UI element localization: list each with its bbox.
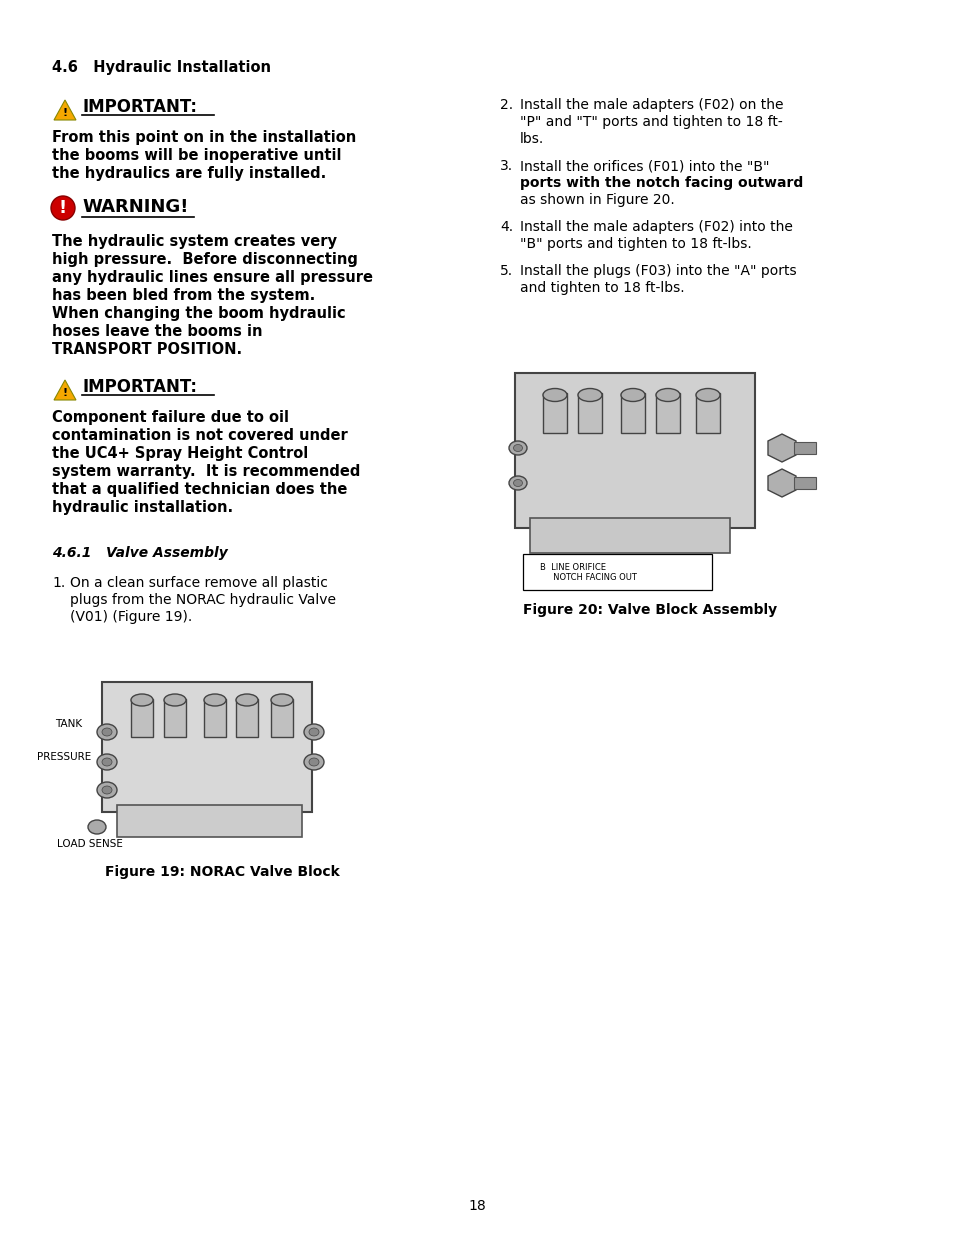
FancyBboxPatch shape xyxy=(696,393,720,433)
Ellipse shape xyxy=(271,694,293,706)
FancyBboxPatch shape xyxy=(620,393,644,433)
Ellipse shape xyxy=(204,694,226,706)
Text: Figure 20: Valve Block Assembly: Figure 20: Valve Block Assembly xyxy=(522,603,777,618)
Ellipse shape xyxy=(509,475,526,490)
Polygon shape xyxy=(767,433,795,462)
Text: TRANSPORT POSITION.: TRANSPORT POSITION. xyxy=(52,342,242,357)
Polygon shape xyxy=(54,380,76,400)
FancyBboxPatch shape xyxy=(131,699,152,737)
Text: Install the male adapters (F02) into the: Install the male adapters (F02) into the xyxy=(519,220,792,233)
Ellipse shape xyxy=(88,820,106,834)
Text: WARNING!: WARNING! xyxy=(82,198,188,216)
Text: 18: 18 xyxy=(468,1199,485,1213)
FancyBboxPatch shape xyxy=(117,805,302,837)
FancyBboxPatch shape xyxy=(542,393,566,433)
FancyBboxPatch shape xyxy=(235,699,257,737)
Text: "P" and "T" ports and tighten to 18 ft-: "P" and "T" ports and tighten to 18 ft- xyxy=(519,115,781,128)
Text: contamination is not covered under: contamination is not covered under xyxy=(52,429,348,443)
Text: From this point on in the installation: From this point on in the installation xyxy=(52,130,355,144)
Ellipse shape xyxy=(542,389,566,401)
Ellipse shape xyxy=(309,727,318,736)
FancyBboxPatch shape xyxy=(656,393,679,433)
Ellipse shape xyxy=(513,479,522,487)
Text: as shown in Figure 20.: as shown in Figure 20. xyxy=(519,193,674,207)
Text: When changing the boom hydraulic: When changing the boom hydraulic xyxy=(52,306,345,321)
Text: the hydraulics are fully installed.: the hydraulics are fully installed. xyxy=(52,165,326,182)
Ellipse shape xyxy=(656,389,679,401)
Text: ports with the notch facing outward: ports with the notch facing outward xyxy=(519,177,802,190)
Text: 3.: 3. xyxy=(499,159,513,173)
Polygon shape xyxy=(54,100,76,120)
Ellipse shape xyxy=(97,755,117,769)
Text: hoses leave the booms in: hoses leave the booms in xyxy=(52,324,262,338)
Ellipse shape xyxy=(97,782,117,798)
Text: system warranty.  It is recommended: system warranty. It is recommended xyxy=(52,464,360,479)
Text: 5.: 5. xyxy=(499,264,513,278)
FancyBboxPatch shape xyxy=(204,699,226,737)
Text: plugs from the NORAC hydraulic Valve: plugs from the NORAC hydraulic Valve xyxy=(70,593,335,606)
FancyBboxPatch shape xyxy=(578,393,601,433)
Text: !: ! xyxy=(62,107,68,119)
Text: Install the plugs (F03) into the "A" ports: Install the plugs (F03) into the "A" por… xyxy=(519,264,796,278)
Text: lbs.: lbs. xyxy=(519,132,543,146)
Ellipse shape xyxy=(304,755,324,769)
Ellipse shape xyxy=(131,694,152,706)
Ellipse shape xyxy=(235,694,257,706)
Text: 2.: 2. xyxy=(499,98,513,112)
Text: !: ! xyxy=(59,199,67,217)
Text: 4.: 4. xyxy=(499,220,513,233)
Ellipse shape xyxy=(620,389,644,401)
FancyBboxPatch shape xyxy=(793,477,815,489)
Ellipse shape xyxy=(309,758,318,766)
Text: Install the male adapters (F02) on the: Install the male adapters (F02) on the xyxy=(519,98,782,112)
Text: B  LINE ORIFICE
     NOTCH FACING OUT: B LINE ORIFICE NOTCH FACING OUT xyxy=(539,563,637,583)
Text: PRESSURE: PRESSURE xyxy=(37,752,91,762)
Text: IMPORTANT:: IMPORTANT: xyxy=(82,98,196,116)
FancyBboxPatch shape xyxy=(515,373,754,529)
Ellipse shape xyxy=(102,785,112,794)
FancyBboxPatch shape xyxy=(164,699,186,737)
Text: (V01) (Figure 19).: (V01) (Figure 19). xyxy=(70,610,193,624)
Ellipse shape xyxy=(509,441,526,454)
Text: that a qualified technician does the: that a qualified technician does the xyxy=(52,482,347,496)
Text: 4.6   Hydraulic Installation: 4.6 Hydraulic Installation xyxy=(52,61,271,75)
Text: the booms will be inoperative until: the booms will be inoperative until xyxy=(52,148,341,163)
Text: On a clean surface remove all plastic: On a clean surface remove all plastic xyxy=(70,576,328,590)
Polygon shape xyxy=(767,469,795,496)
Text: !: ! xyxy=(62,388,68,398)
Text: Figure 19: NORAC Valve Block: Figure 19: NORAC Valve Block xyxy=(105,864,339,879)
FancyBboxPatch shape xyxy=(102,682,312,811)
Text: Install the orifices (F01) into the "B": Install the orifices (F01) into the "B" xyxy=(519,159,769,173)
Ellipse shape xyxy=(97,724,117,740)
Text: and tighten to 18 ft-lbs.: and tighten to 18 ft-lbs. xyxy=(519,282,684,295)
Ellipse shape xyxy=(304,724,324,740)
Text: hydraulic installation.: hydraulic installation. xyxy=(52,500,233,515)
Ellipse shape xyxy=(513,445,522,452)
Text: TANK: TANK xyxy=(55,719,82,729)
Ellipse shape xyxy=(696,389,720,401)
Text: IMPORTANT:: IMPORTANT: xyxy=(82,378,196,396)
Ellipse shape xyxy=(578,389,601,401)
FancyBboxPatch shape xyxy=(522,555,711,590)
Text: 1.: 1. xyxy=(52,576,65,590)
Ellipse shape xyxy=(164,694,186,706)
Text: the UC4+ Spray Height Control: the UC4+ Spray Height Control xyxy=(52,446,308,461)
FancyBboxPatch shape xyxy=(793,442,815,454)
Ellipse shape xyxy=(102,727,112,736)
Text: Component failure due to oil: Component failure due to oil xyxy=(52,410,289,425)
Text: any hydraulic lines ensure all pressure: any hydraulic lines ensure all pressure xyxy=(52,270,373,285)
Text: has been bled from the system.: has been bled from the system. xyxy=(52,288,314,303)
Text: The hydraulic system creates very: The hydraulic system creates very xyxy=(52,233,336,249)
Circle shape xyxy=(51,196,75,220)
Text: "B" ports and tighten to 18 ft-lbs.: "B" ports and tighten to 18 ft-lbs. xyxy=(519,237,751,251)
Text: 4.6.1   Valve Assembly: 4.6.1 Valve Assembly xyxy=(52,546,228,559)
Text: high pressure.  Before disconnecting: high pressure. Before disconnecting xyxy=(52,252,357,267)
FancyBboxPatch shape xyxy=(271,699,293,737)
Text: LOAD SENSE: LOAD SENSE xyxy=(57,839,123,848)
Ellipse shape xyxy=(102,758,112,766)
FancyBboxPatch shape xyxy=(530,517,729,553)
